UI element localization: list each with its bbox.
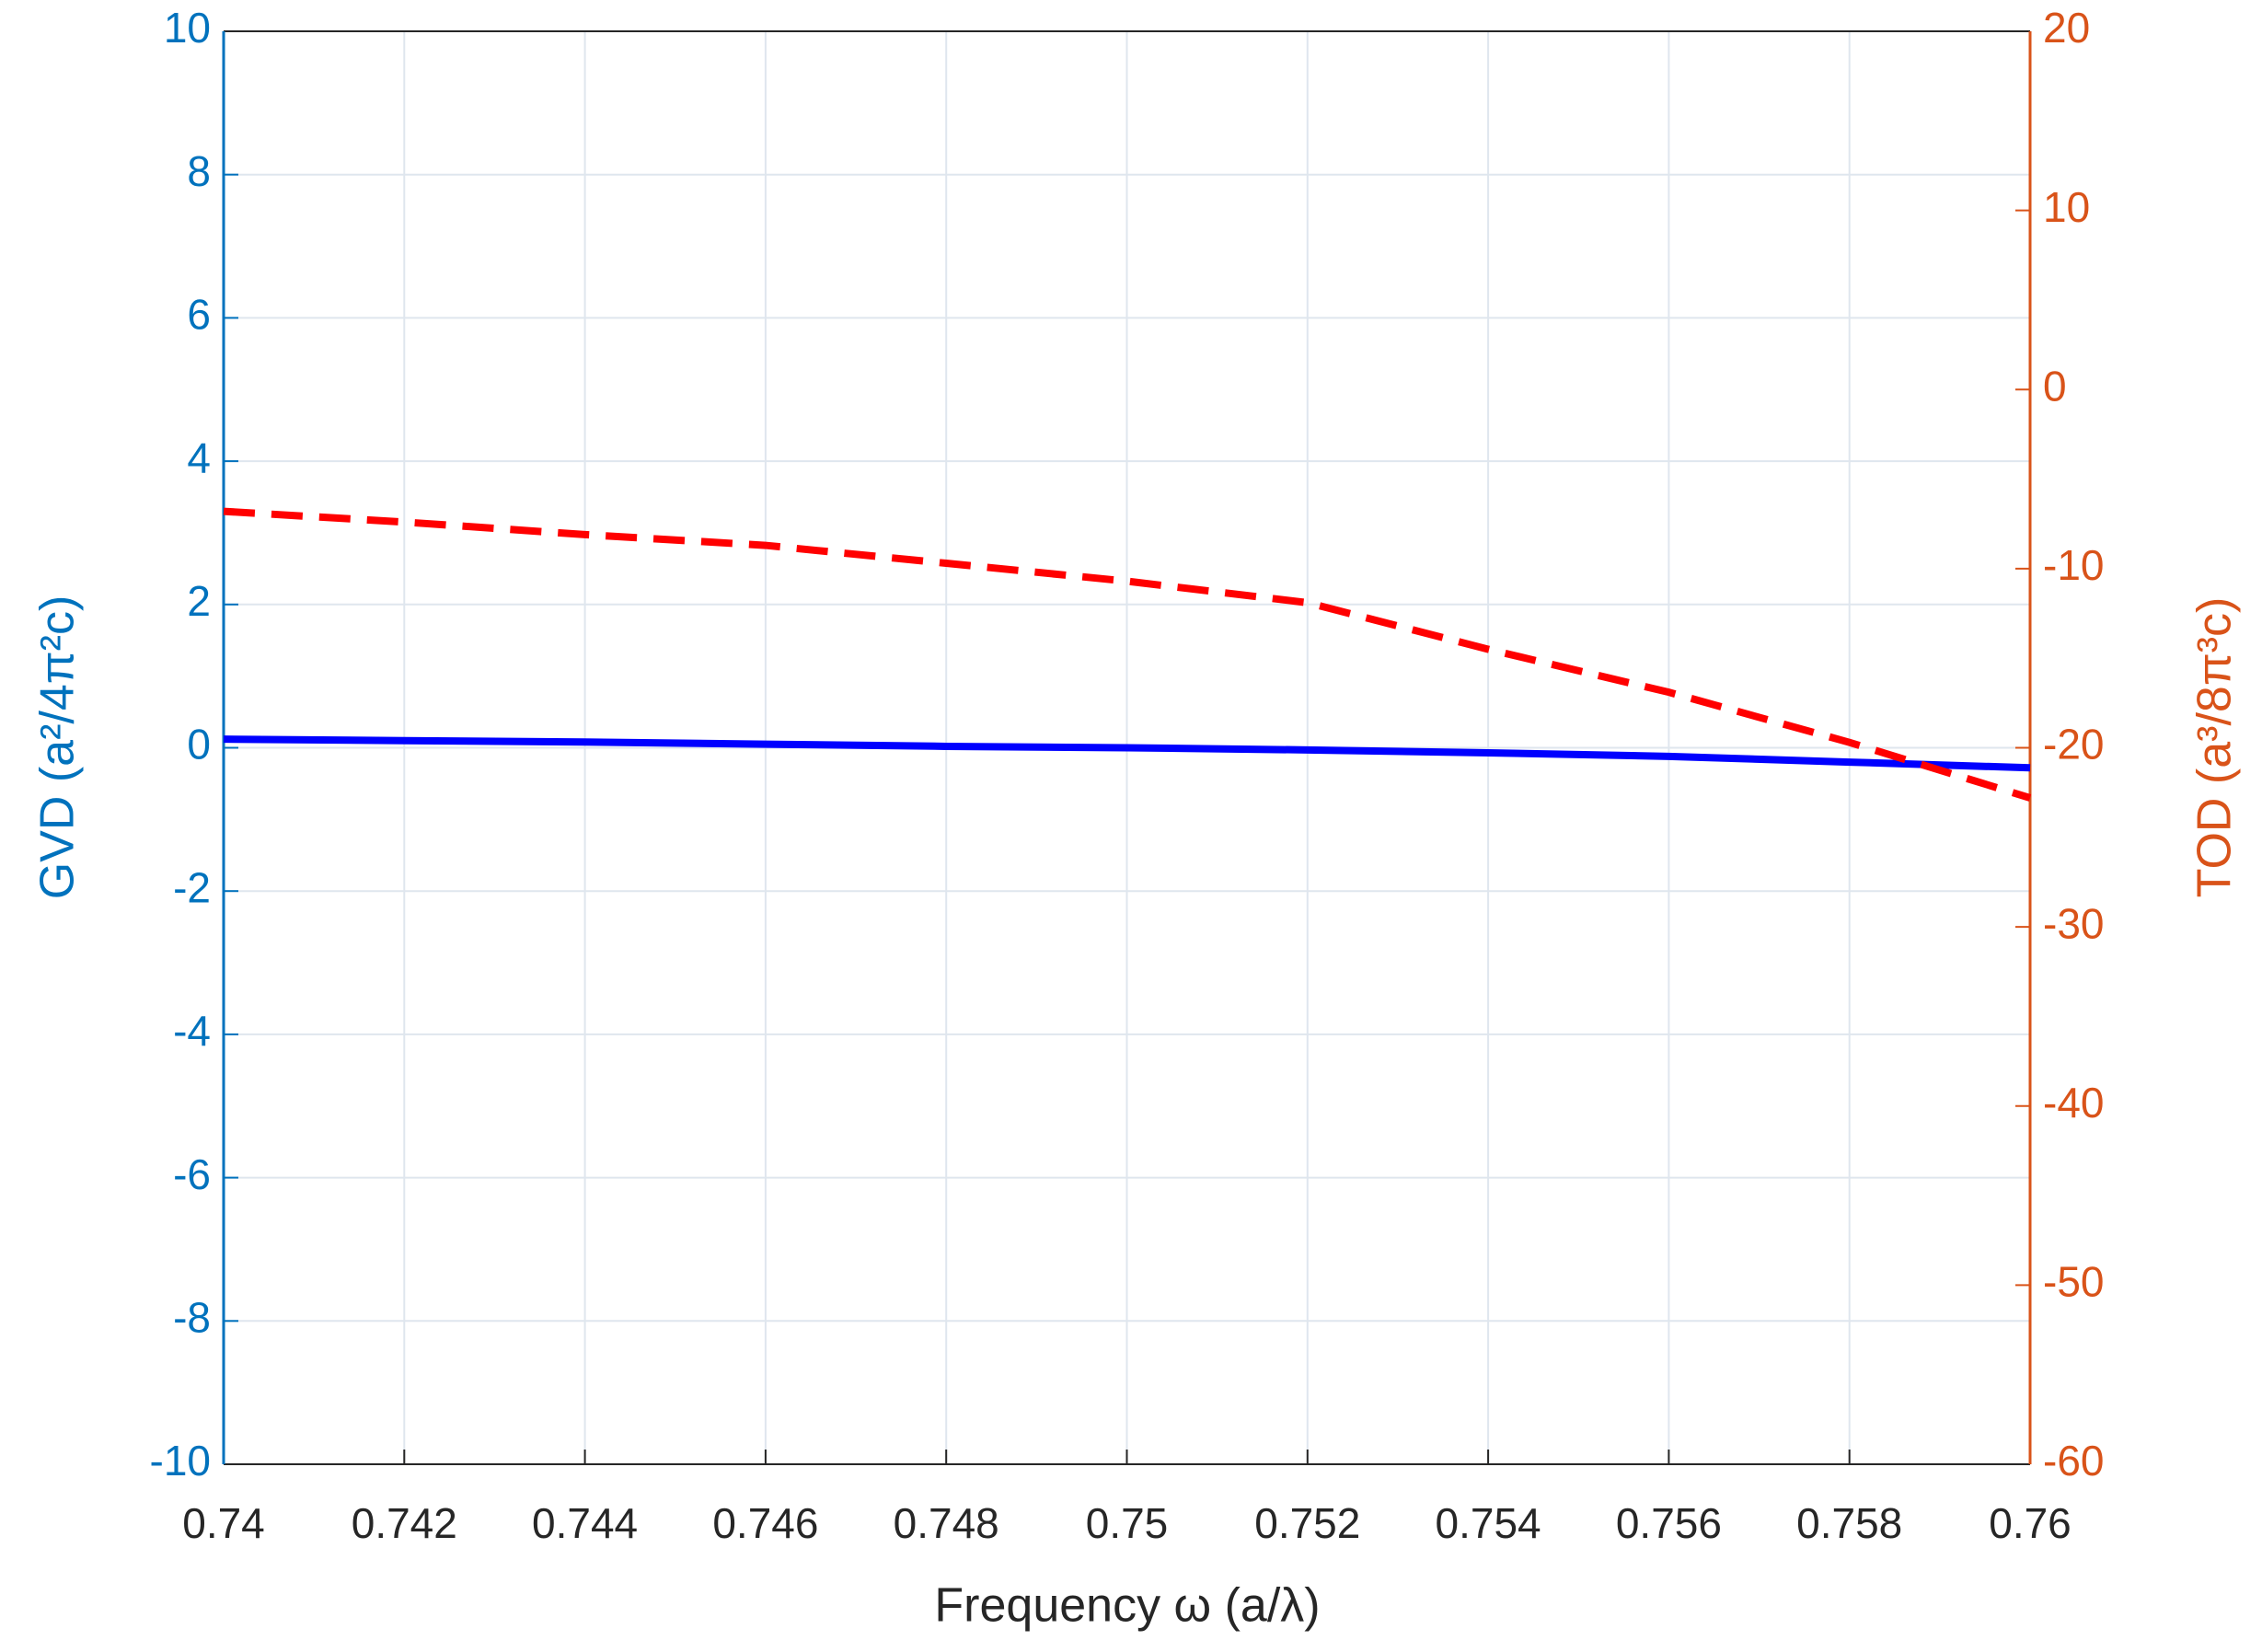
y2-tick-label: -10 bbox=[2043, 541, 2104, 589]
y2-tick-label: -40 bbox=[2043, 1079, 2104, 1126]
x-tick-label: 0.744 bbox=[532, 1499, 638, 1547]
y-tick-label: -4 bbox=[173, 1007, 211, 1055]
y2-tick-label: -50 bbox=[2043, 1258, 2104, 1306]
y-tick-label: 10 bbox=[164, 4, 211, 52]
series-line bbox=[223, 735, 2031, 772]
y-tick-label: -10 bbox=[150, 1437, 211, 1484]
x-tick-label: 0.758 bbox=[1796, 1499, 1902, 1547]
x-tick-label: 0.742 bbox=[352, 1499, 457, 1547]
y2-tick-label: 10 bbox=[2043, 183, 2090, 231]
x-tick-label: 0.75 bbox=[1086, 1499, 1169, 1547]
y-tick-label: 0 bbox=[187, 721, 211, 768]
y-tick-label: -8 bbox=[173, 1293, 211, 1341]
x-tick-label: 0.756 bbox=[1616, 1499, 1722, 1547]
y2-tick-label: 0 bbox=[2043, 362, 2067, 410]
y-tick-label: -2 bbox=[173, 863, 211, 911]
y2-tick-label: -60 bbox=[2043, 1437, 2104, 1484]
y-tick-label: 6 bbox=[187, 291, 211, 339]
y2-tick-label: 20 bbox=[2043, 4, 2090, 52]
x-axis-title: Frequency ω (a/λ) bbox=[934, 1579, 1320, 1633]
series-line bbox=[223, 507, 2032, 802]
y-axis-title: GVD (a²/4π²c) bbox=[31, 595, 85, 900]
x-tick-label: 0.74 bbox=[182, 1499, 265, 1547]
y-tick-label: 2 bbox=[187, 577, 211, 625]
x-tick-label: 0.754 bbox=[1436, 1499, 1541, 1547]
y2-tick-label: -30 bbox=[2043, 899, 2104, 947]
x-tick-label: 0.752 bbox=[1254, 1499, 1360, 1547]
y-tick-label: 8 bbox=[187, 147, 211, 195]
x-tick-label: 0.76 bbox=[1989, 1499, 2072, 1547]
y2-axis-title: TOD (a³/8π³c) bbox=[2188, 597, 2242, 898]
x-tick-label: 0.746 bbox=[712, 1499, 818, 1547]
y2-tick-label: -20 bbox=[2043, 721, 2104, 768]
y-tick-label: 4 bbox=[187, 433, 211, 481]
y-tick-label: -6 bbox=[173, 1150, 211, 1198]
x-tick-label: 0.748 bbox=[894, 1499, 999, 1547]
